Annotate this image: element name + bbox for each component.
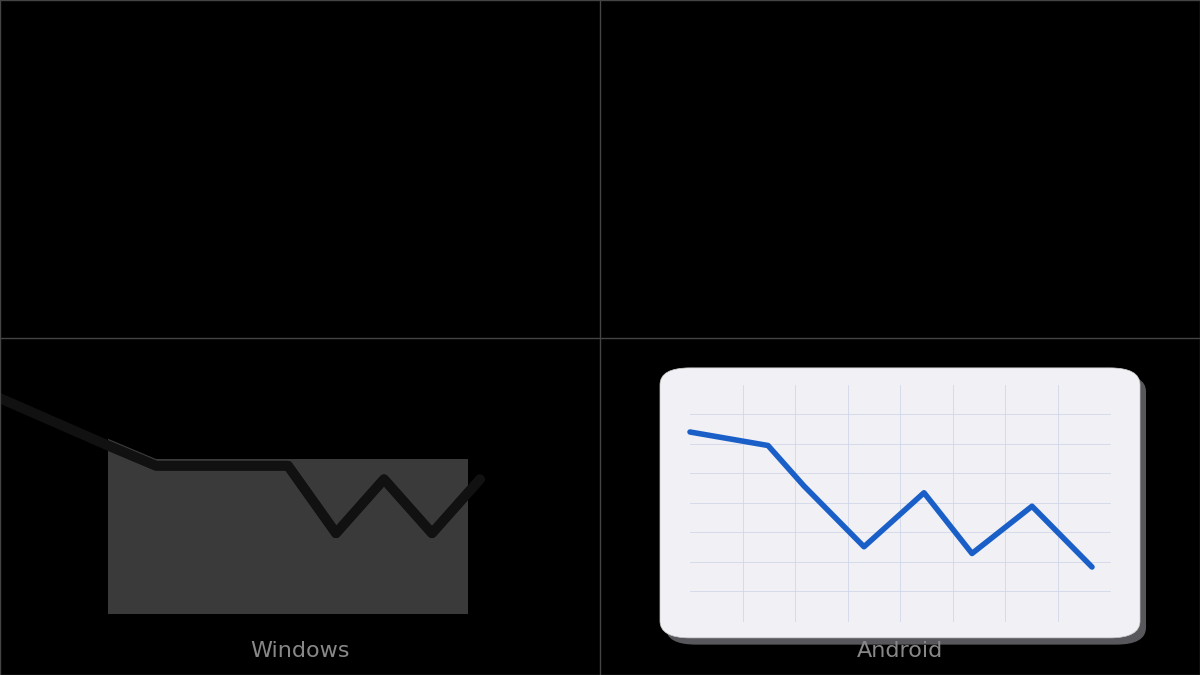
FancyBboxPatch shape <box>660 368 1140 638</box>
Text: Windows: Windows <box>251 641 349 662</box>
Text: Android: Android <box>857 641 943 662</box>
Polygon shape <box>108 392 468 459</box>
Bar <box>108 412 468 614</box>
FancyBboxPatch shape <box>666 375 1146 645</box>
